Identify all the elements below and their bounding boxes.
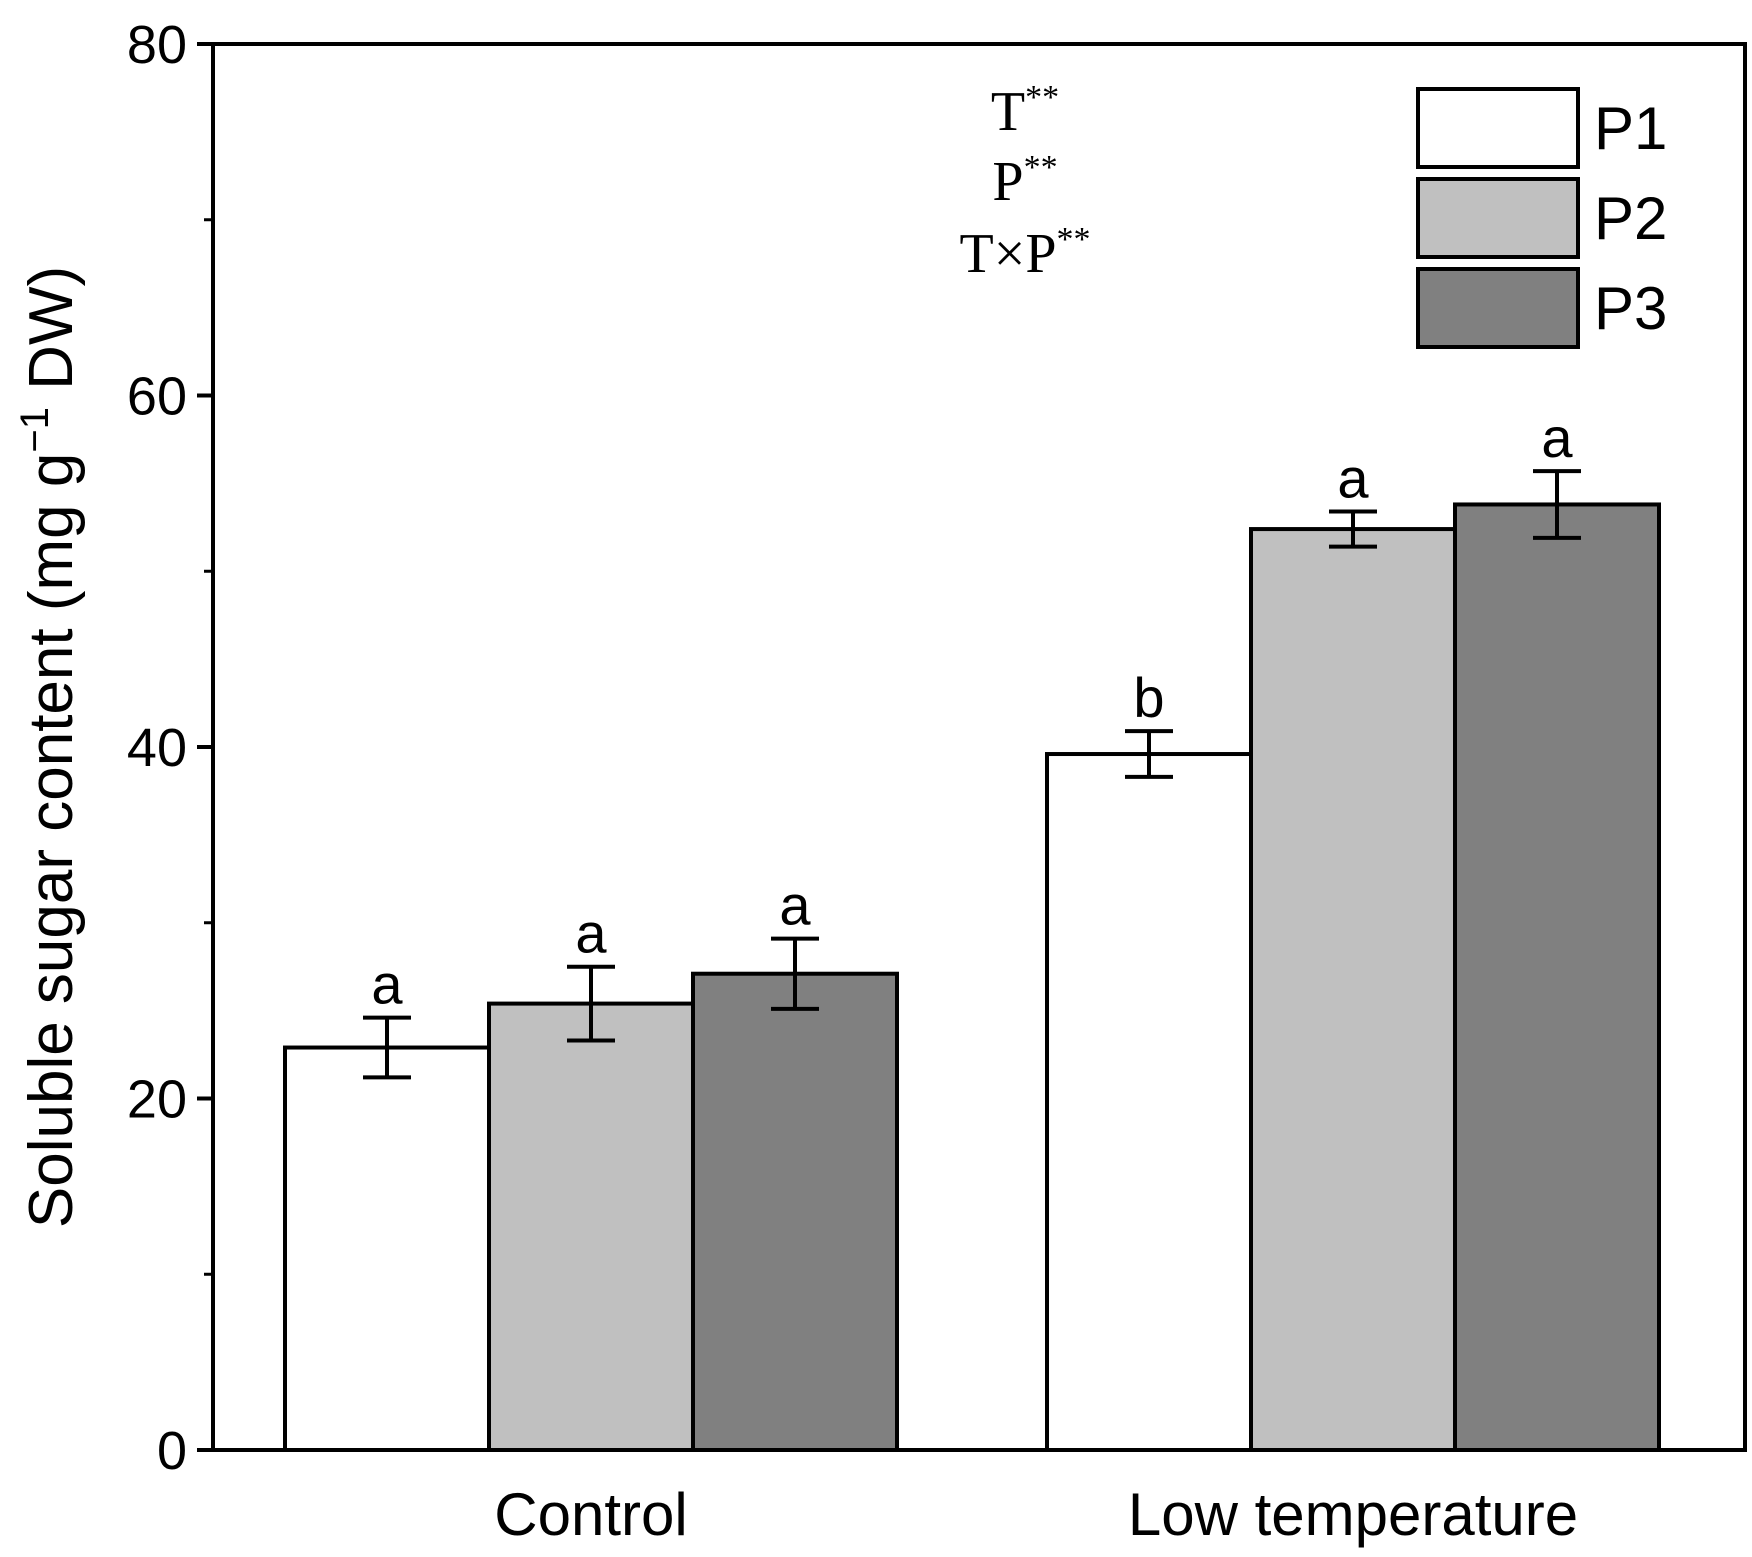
- legend-swatch-p3: [1416, 267, 1580, 349]
- bars: [283, 502, 1661, 1453]
- significance-letter: a: [1541, 406, 1573, 469]
- x-category-label: Low temperature: [1128, 1481, 1578, 1548]
- legend: P1 P2 P3: [1416, 87, 1667, 349]
- legend-swatch-p2: [1416, 177, 1580, 259]
- anova-note: T×P**: [960, 221, 1091, 285]
- anova-annotations: T**P** T×P**: [960, 79, 1091, 285]
- anova-note: T**: [991, 79, 1059, 143]
- significance-letter: a: [371, 953, 403, 1016]
- y-tick-label: 40: [127, 718, 187, 778]
- significance-letter: b: [1133, 666, 1164, 729]
- legend-swatch-p1: [1416, 87, 1580, 169]
- bar-p1-low-temperature: [1045, 752, 1253, 1452]
- significance-letter: a: [575, 902, 607, 965]
- y-tick-label: 80: [127, 15, 187, 75]
- error-bars: [363, 469, 1581, 1080]
- y-axis-title: Soluble sugar content (mg g−1 DW): [13, 266, 86, 1228]
- x-category-label: Control: [494, 1481, 687, 1548]
- significance-letters: a b a a a a: [371, 406, 1573, 1016]
- bar-p3-control: [691, 971, 899, 1453]
- y-tick-label: 60: [127, 367, 187, 427]
- anova-note: P**: [992, 149, 1057, 213]
- y-tick-label: 20: [127, 1070, 187, 1130]
- significance-letter: a: [1337, 446, 1369, 509]
- y-tick-label: 0: [157, 1421, 187, 1481]
- bar-p3-low-temperature: [1453, 502, 1661, 1452]
- legend-label-p2: P2: [1594, 185, 1667, 252]
- axes: 0 20 40 60 80 Control Low temperature Soluble s…: [13, 15, 1747, 1548]
- bar-p2-control: [487, 1001, 695, 1452]
- legend-label-p3: P3: [1594, 275, 1667, 342]
- legend-label-p1: P1: [1594, 95, 1667, 162]
- bar-p2-low-temperature: [1249, 527, 1457, 1452]
- significance-letter: a: [779, 874, 811, 937]
- bar-p1-control: [283, 1045, 491, 1452]
